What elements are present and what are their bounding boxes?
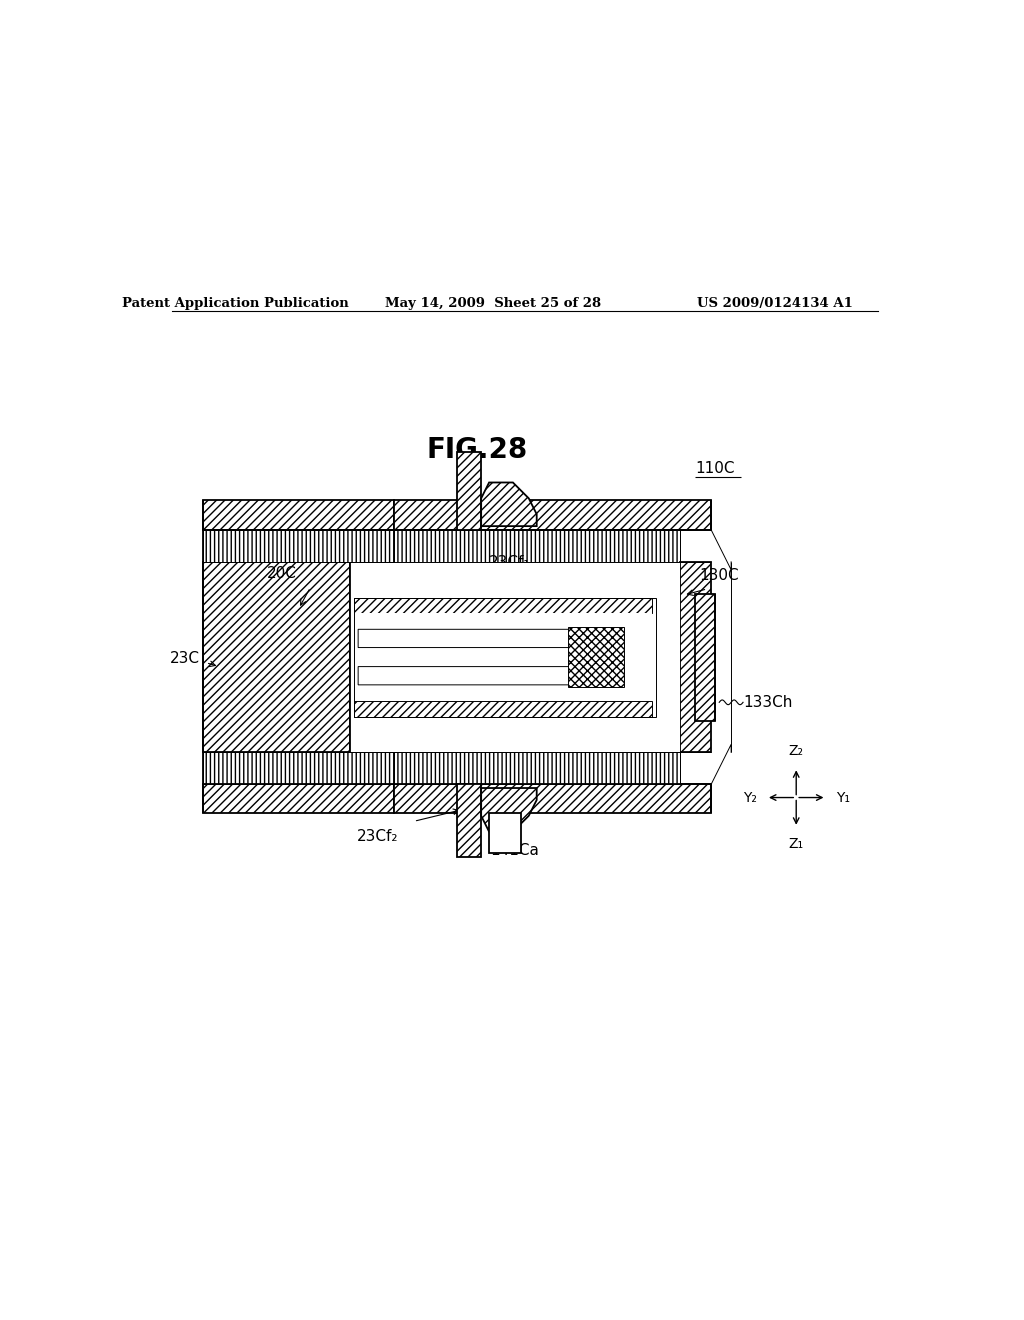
Bar [354,614,652,701]
Bar [695,594,715,721]
Bar [458,784,481,857]
Bar [394,784,712,813]
Text: 133Ch: 133Ch [743,694,793,710]
Polygon shape [481,788,537,832]
Bar [204,784,394,813]
Bar [354,701,652,717]
Text: US 2009/0124134 A1: US 2009/0124134 A1 [697,297,853,310]
Text: 130C: 130C [699,569,739,583]
Polygon shape [481,483,537,527]
Bar [394,562,680,752]
Bar [394,500,712,531]
Text: Patent Application Publication: Patent Application Publication [122,297,348,310]
Bar [204,752,394,784]
Text: Z₁: Z₁ [788,837,804,851]
Bar [394,531,680,562]
Text: 23Cf₁: 23Cf₁ [489,554,530,570]
Text: 23Cf₂: 23Cf₂ [357,829,398,845]
Text: FIG.28: FIG.28 [427,436,527,463]
Bar [489,813,521,853]
Bar [354,598,655,717]
Text: 141Ca: 141Ca [490,842,539,858]
Polygon shape [358,667,600,685]
Bar [394,752,680,784]
Bar [680,562,712,752]
Polygon shape [358,630,600,648]
Text: Y₁: Y₁ [836,791,850,805]
Bar [568,627,624,688]
Text: Z₂: Z₂ [788,744,804,758]
Text: 20C: 20C [267,566,297,581]
Bar [350,562,394,752]
Text: May 14, 2009  Sheet 25 of 28: May 14, 2009 Sheet 25 of 28 [385,297,601,310]
Bar [354,598,652,614]
Text: Y₂: Y₂ [742,791,757,805]
Text: 110C: 110C [695,461,735,477]
Bar [458,453,481,531]
Bar [204,500,394,531]
Bar [204,562,350,752]
Text: 23C: 23C [170,651,200,667]
Bar [204,531,394,562]
